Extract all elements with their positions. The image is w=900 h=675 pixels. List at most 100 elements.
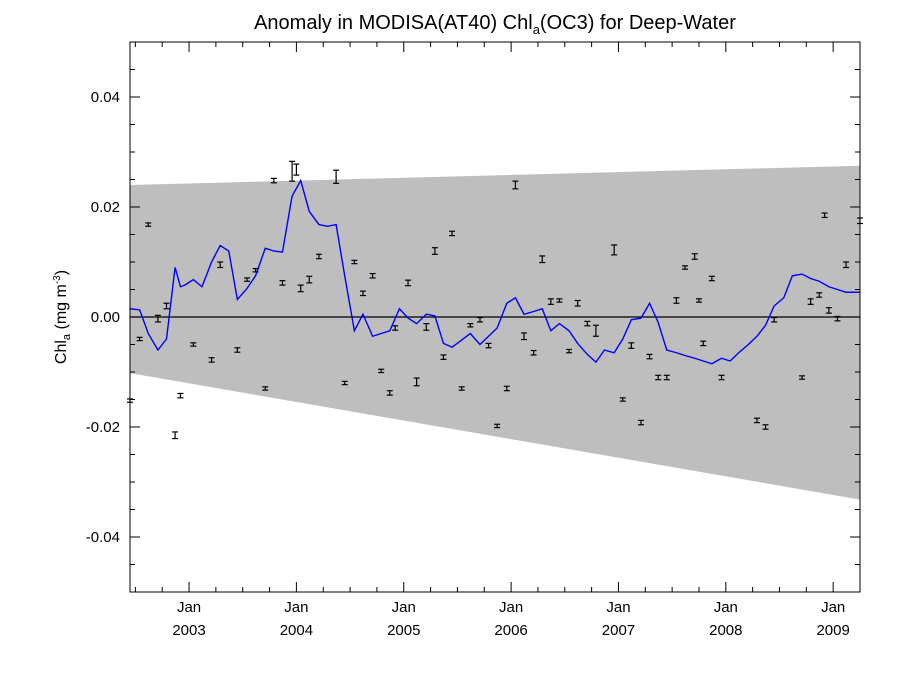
error-bar	[392, 325, 399, 331]
error-bar	[386, 390, 393, 396]
error-bar	[825, 307, 832, 314]
error-bar	[556, 298, 563, 303]
x-tick-month-label: Jan	[392, 599, 416, 616]
error-bar	[163, 302, 170, 310]
error-bar	[628, 342, 635, 349]
error-bar	[547, 298, 554, 305]
y-tick-label: -0.02	[86, 419, 120, 436]
error-bar	[244, 277, 251, 282]
error-bar	[306, 275, 313, 284]
error-bar	[431, 247, 438, 255]
error-bar	[611, 244, 618, 256]
error-bar	[494, 423, 501, 429]
error-bar	[771, 316, 778, 323]
error-bar	[405, 279, 412, 287]
y-label-main: Chl	[53, 340, 70, 364]
error-bar	[351, 259, 358, 265]
error-bar	[413, 377, 420, 387]
error-bar	[449, 230, 456, 237]
error-bar	[378, 368, 385, 374]
error-bar	[638, 419, 644, 426]
x-tick-year-label: 2008	[709, 622, 742, 639]
error-bar	[807, 298, 814, 305]
error-bar	[485, 342, 492, 349]
error-bar	[619, 397, 626, 402]
error-bar	[646, 353, 653, 360]
error-bar	[289, 160, 296, 182]
x-tick-month-label: Jan	[606, 599, 630, 616]
error-bar	[691, 253, 698, 260]
error-bar	[816, 292, 823, 298]
x-tick-year-label: 2007	[602, 622, 635, 639]
error-bar	[154, 314, 161, 323]
chart-title: Anomaly in MODISA(AT40) Chla(OC3) for De…	[254, 12, 736, 37]
y-label-superscript: -3	[52, 275, 63, 284]
error-bar	[700, 340, 707, 347]
error-bar	[655, 374, 662, 381]
error-bar	[530, 349, 537, 356]
error-bar	[503, 385, 510, 392]
y-tick-label: -0.04	[86, 529, 120, 546]
error-bar	[663, 374, 670, 381]
error-bar	[821, 212, 828, 219]
error-bars-group	[127, 160, 863, 440]
error-bar	[293, 163, 300, 176]
plot-area: 0.040.020.00-0.02-0.04 Jan2003Jan2004Jan…	[86, 41, 863, 639]
error-bar	[799, 375, 806, 380]
error-bar	[423, 323, 430, 331]
y-label-subscript: a	[61, 333, 73, 340]
chart-title-prefix: Anomaly in MODISA(AT40) Chl	[254, 12, 533, 34]
error-bar	[566, 348, 573, 354]
confidence-band	[130, 165, 860, 500]
error-bar	[177, 392, 184, 399]
error-bar	[592, 324, 599, 337]
error-bar	[190, 342, 197, 347]
y-tick-label: 0.02	[91, 199, 120, 216]
error-bar	[279, 280, 286, 286]
error-bar	[234, 347, 241, 353]
y-tick-label: 0.00	[91, 309, 120, 326]
y-axis-label: Chla (mg m-3)	[52, 270, 73, 364]
x-tick-month-label: Jan	[714, 599, 738, 616]
error-bar	[315, 253, 322, 260]
error-bar	[262, 386, 269, 391]
error-bar	[369, 272, 376, 279]
y-axis-ticks: 0.04 0.02 0.00 -0.02 -0.04	[86, 41, 860, 593]
chart-title-subscript: a	[533, 22, 541, 37]
error-bar	[172, 431, 179, 440]
error-bar	[458, 386, 465, 391]
x-tick-year-label: 2006	[494, 622, 527, 639]
y-label-unit-close: )	[53, 270, 70, 275]
x-tick-year-label: 2003	[172, 622, 205, 639]
x-tick-year-label: 2005	[387, 622, 420, 639]
error-bar	[476, 316, 483, 323]
error-bar	[333, 169, 340, 184]
chart-title-suffix: (OC3) for Deep-Water	[540, 12, 736, 34]
error-bar	[673, 297, 680, 304]
x-tick-month-label: Jan	[284, 599, 308, 616]
error-bar	[341, 380, 348, 386]
x-axis-ticks: Jan 2003 Jan 2004 Jan 2005 Jan 2006 Jan 2007 Jan 20…	[134, 42, 861, 639]
error-bar	[843, 261, 850, 269]
error-bar	[539, 255, 546, 264]
error-bar	[270, 177, 277, 184]
error-bar	[440, 354, 447, 360]
x-tick-year-label: 2009	[816, 622, 849, 639]
x-tick-month-label: Jan	[177, 599, 201, 616]
error-bar	[145, 222, 152, 227]
x-tick-year-label: 2004	[280, 622, 313, 639]
error-bar	[762, 424, 769, 430]
error-bar	[467, 323, 474, 328]
error-bar	[718, 374, 725, 381]
error-bar	[512, 180, 519, 190]
y-tick-label: 0.04	[91, 89, 120, 106]
error-bar	[708, 275, 715, 282]
error-bar	[520, 332, 527, 341]
error-bar	[682, 265, 689, 270]
error-bar	[217, 261, 224, 269]
error-bar	[359, 290, 366, 297]
error-bar	[584, 320, 591, 327]
x-tick-month-label: Jan	[821, 599, 845, 616]
error-bar	[208, 357, 215, 363]
